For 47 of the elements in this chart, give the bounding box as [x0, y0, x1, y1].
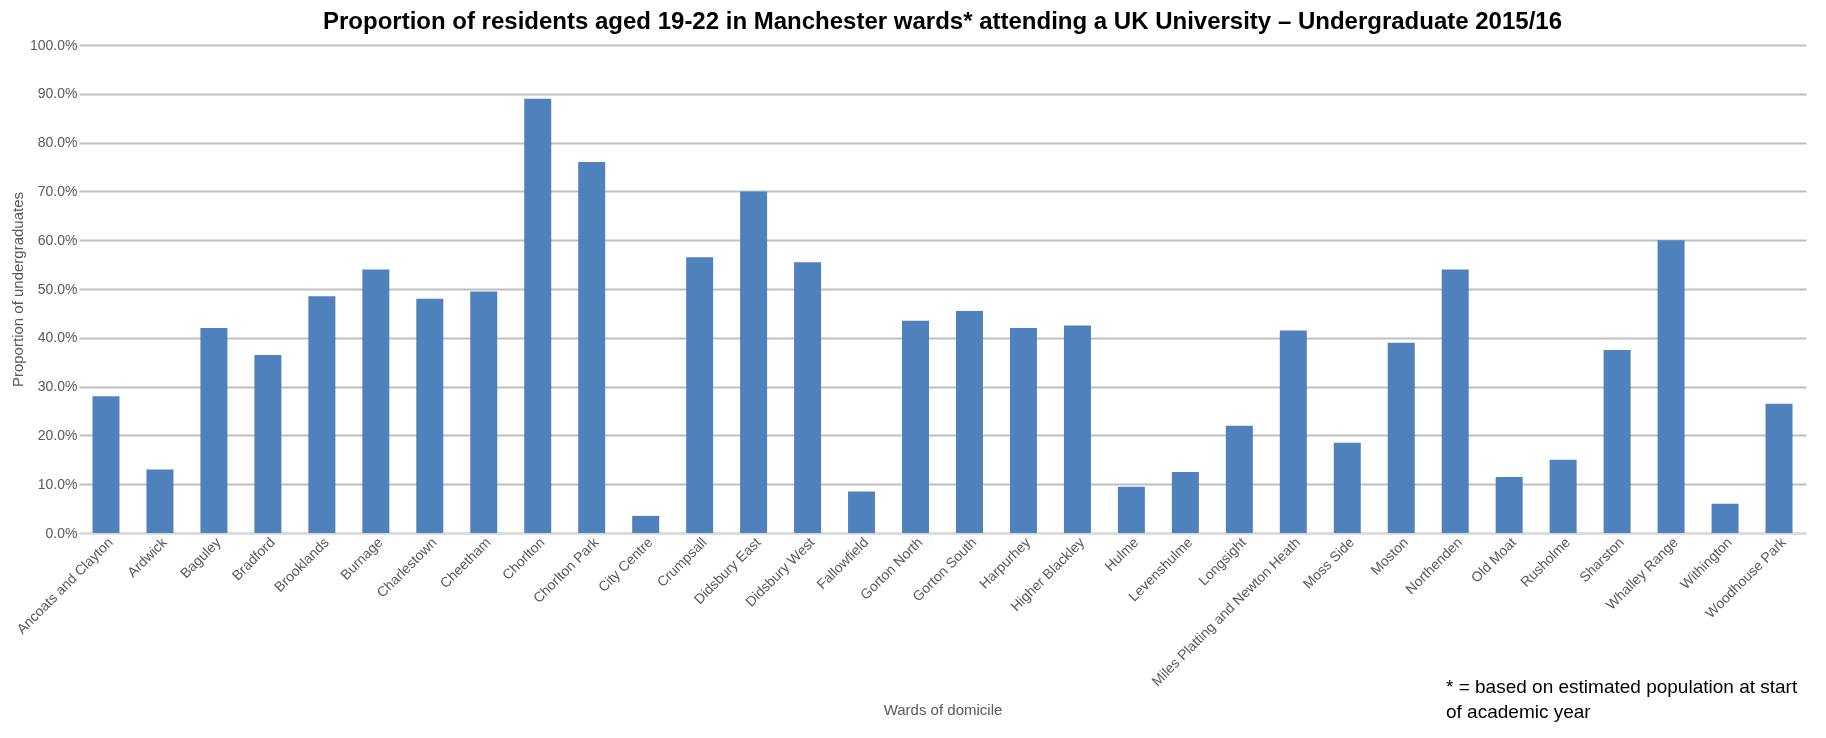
bar — [848, 491, 876, 533]
y-tick-label: 70.0% — [37, 182, 78, 199]
bar — [1009, 328, 1037, 533]
bar — [632, 515, 660, 533]
bar — [200, 328, 228, 533]
bar — [308, 296, 336, 533]
bar — [1279, 330, 1307, 533]
bar — [1495, 476, 1523, 533]
y-tick-label: 60.0% — [37, 231, 78, 248]
bar — [92, 396, 120, 533]
bar — [1711, 503, 1739, 533]
bar — [1225, 425, 1253, 533]
bar — [1603, 350, 1631, 533]
bar — [524, 98, 552, 533]
y-axis-title: Proportion of undergraduates — [9, 191, 27, 388]
bar — [1657, 240, 1685, 533]
bar — [1549, 459, 1577, 533]
bar — [794, 262, 822, 533]
bar — [1333, 442, 1361, 533]
y-tick-label: 0.0% — [45, 524, 78, 541]
bar — [740, 191, 768, 533]
y-tick-label: 80.0% — [37, 134, 78, 151]
bar — [1387, 342, 1415, 533]
text: * = based on estimated population at start of academic year — [1446, 675, 1799, 724]
chart-title: Proportion of residents aged 19-22 in Manchester wards* attending a UK University – Undergraduate 2015/16 — [322, 7, 1563, 34]
x-axis-title: Wards of domicile — [883, 701, 1003, 719]
bar — [1171, 472, 1199, 533]
y-tick-label: 40.0% — [37, 329, 78, 346]
bar — [254, 354, 282, 533]
y-tick-label: 20.0% — [37, 426, 78, 443]
bar — [416, 298, 444, 533]
bar — [1765, 403, 1793, 533]
bar — [1441, 269, 1469, 533]
y-tick-label: 100.0% — [30, 36, 78, 53]
y-tick-label: 50.0% — [37, 280, 78, 297]
y-tick-label: 30.0% — [37, 378, 78, 395]
y-tick-label: 90.0% — [37, 85, 78, 102]
bar — [1063, 325, 1091, 533]
bar — [1117, 486, 1145, 533]
y-tick-label: 10.0% — [37, 475, 78, 492]
bar — [146, 469, 174, 533]
bar — [955, 310, 983, 533]
bar — [362, 269, 390, 533]
bar — [470, 291, 498, 533]
bar — [578, 162, 606, 533]
bar — [686, 257, 714, 533]
bar — [902, 320, 930, 533]
